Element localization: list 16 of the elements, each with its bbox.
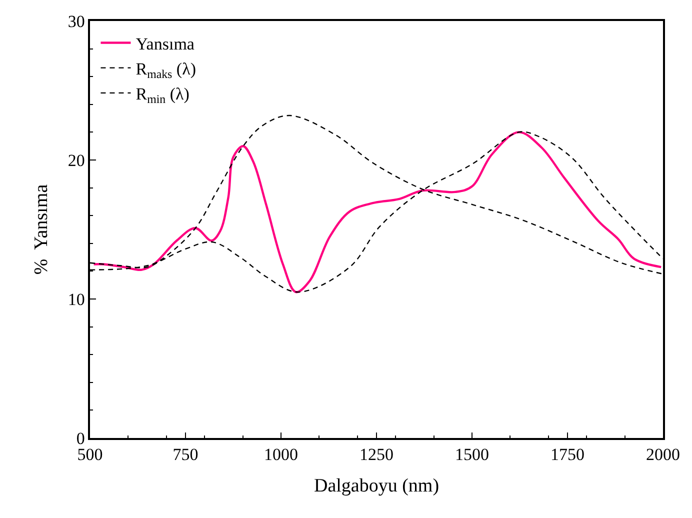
- y-tick-label: 0: [76, 428, 85, 448]
- x-tick-label: 500: [77, 445, 103, 464]
- legend-label: R$_{min}$ (λ): [136, 84, 190, 106]
- x-tick-label: 1500: [455, 445, 489, 464]
- x-tick-label: 750: [172, 445, 198, 464]
- x-tick-label: 1250: [360, 445, 394, 464]
- y-tick-label: 30: [68, 12, 85, 31]
- x-axis-title: Dalgaboyu (nm): [314, 475, 440, 496]
- x-tick-label: 2000: [646, 445, 680, 464]
- y-tick-label: 20: [68, 150, 85, 170]
- x-tick-label: 1000: [264, 445, 298, 464]
- y-tick-label: 10: [68, 290, 85, 309]
- legend-label: Yansıma: [136, 34, 195, 54]
- y-axis-title: % Yansıma: [31, 184, 52, 275]
- legend-label: R$_{maks}$ (λ): [136, 59, 196, 82]
- x-tick-label: 1750: [550, 445, 584, 464]
